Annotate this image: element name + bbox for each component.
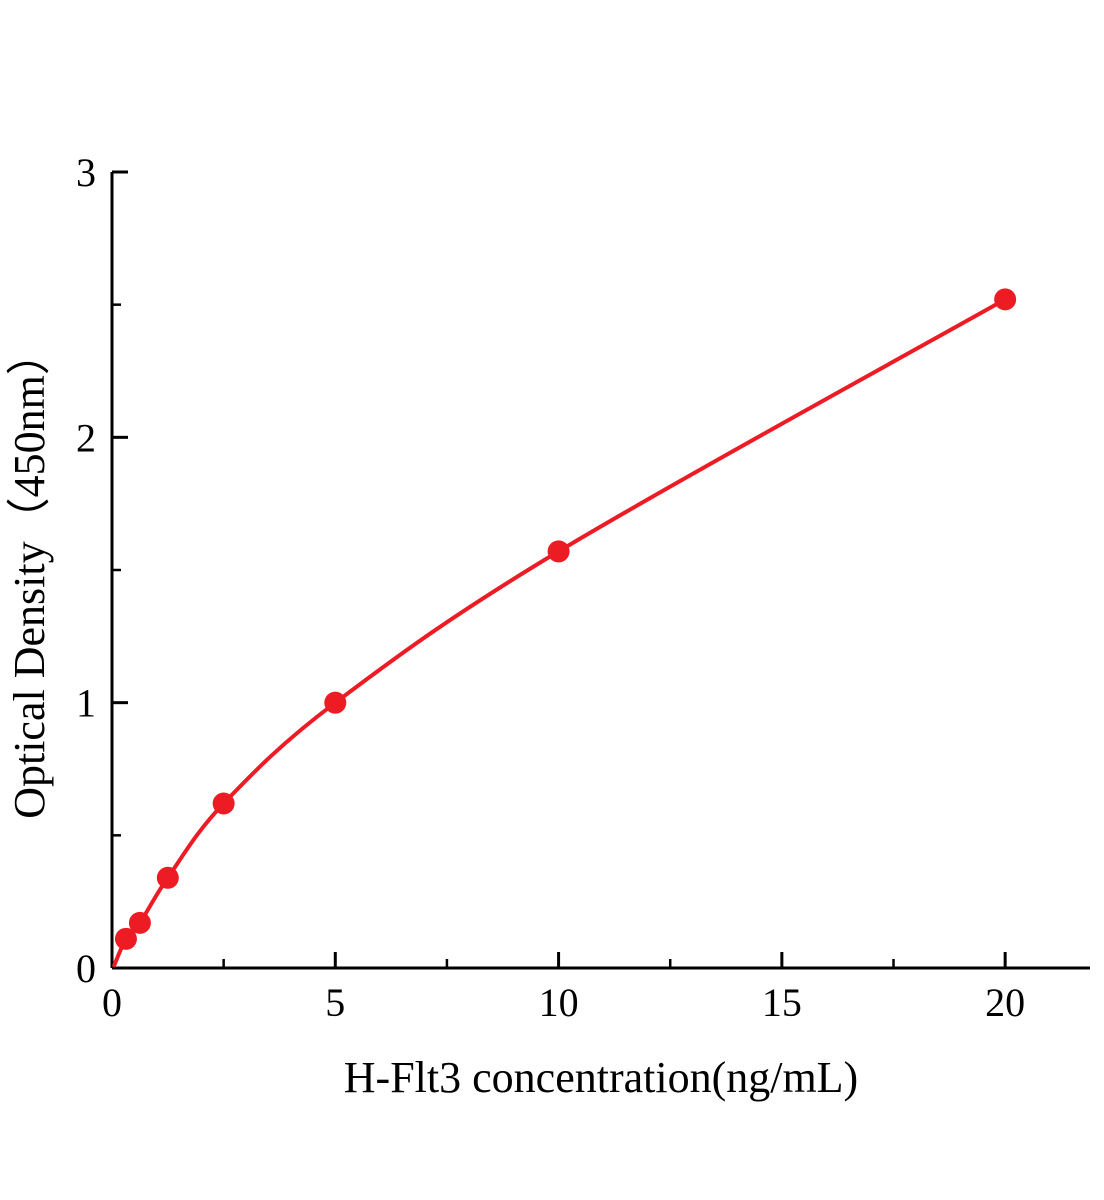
y-tick-label: 1 (76, 681, 96, 726)
data-point-marker (324, 691, 347, 714)
data-point-marker (212, 792, 235, 815)
data-point-marker (156, 866, 179, 889)
y-tick-label: 3 (76, 150, 96, 195)
x-tick-label: 20 (985, 980, 1025, 1025)
x-tick-label: 15 (762, 980, 802, 1025)
x-tick-label: 0 (102, 980, 122, 1025)
x-axis-title: H-Flt3 concentration(ng/mL) (344, 1053, 858, 1102)
data-point-marker (114, 927, 137, 950)
y-tick-label: 0 (76, 946, 96, 991)
y-tick-label: 2 (76, 415, 96, 460)
data-point-marker (128, 911, 151, 934)
x-tick-label: 10 (539, 980, 579, 1025)
standard-curve-line (112, 297, 1008, 968)
x-tick-label: 5 (325, 980, 345, 1025)
data-point-marker (994, 288, 1017, 311)
y-axis-title: Optical Density（450nm） (5, 331, 54, 819)
data-point-marker (547, 540, 570, 563)
plot-area: 0 5 10 15 20 0 1 2 3 (76, 150, 1090, 1025)
